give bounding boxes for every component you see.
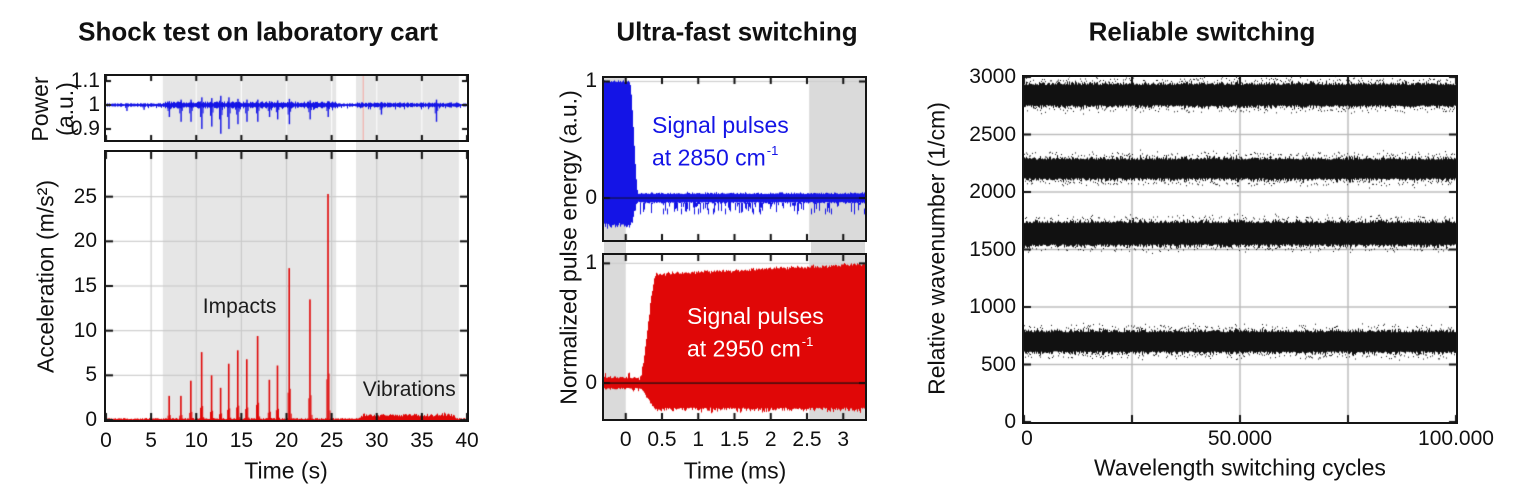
acceleration-y-tick-label: 10	[73, 318, 97, 342]
time-ms-x-tick-label: 2.5	[792, 428, 822, 451]
power-y-tick-label: 0.9	[70, 116, 100, 140]
wavenumber-plot-area	[1022, 75, 1458, 424]
wavenumber-y-tick-label: 1000	[969, 295, 1016, 318]
wavenumber-y-tick-label: 2500	[969, 122, 1016, 146]
wavenumber-y-tick-label: 500	[980, 352, 1016, 376]
acceleration-y-tick-label: 15	[73, 274, 97, 297]
acceleration-plot-area	[104, 150, 469, 422]
time-ms-x-tick-label: 2	[764, 428, 777, 451]
time-ms-x-tick-label: 0	[619, 428, 632, 451]
power-y-tick-label: 1	[88, 93, 100, 116]
superscript: -1	[801, 334, 814, 349]
shade-gap-mid-right	[811, 240, 865, 255]
annotation-impacts: Impacts	[202, 295, 277, 319]
annotation-line: at 2850 cm-1	[652, 143, 779, 171]
wavenumber-y-tick-label: 3000	[969, 65, 1016, 88]
signal-2850-plot-canvas	[604, 78, 865, 240]
annotation-signal-2950: Signal pulses at 2950 cm-1	[687, 303, 824, 363]
time-s-x-tick-label: 40	[455, 429, 479, 452]
wavenumber-plot-canvas	[1024, 77, 1456, 422]
annotation-vibrations: Vibrations	[362, 377, 456, 401]
signal-2950-y-tick-label: 0	[585, 371, 597, 395]
wavenumber-y-tick-label: 1500	[969, 237, 1016, 261]
power-plot-area	[104, 74, 469, 142]
time-s-x-tick-label: 20	[274, 429, 299, 452]
signal-2850-y-tick-label: 1	[585, 69, 597, 93]
time-ms-x-tick-label: 1	[692, 428, 705, 451]
time-ms-x-tick-label: 0.5	[647, 428, 677, 451]
time-ms-x-axis-label: Time (ms)	[683, 457, 787, 484]
panel-title-ultrafast-switching: Ultra-fast switching	[616, 16, 858, 47]
acceleration-y-tick-label: 20	[73, 229, 97, 253]
wavenumber-y-axis-label: Relative wavenumber (1/cm)	[923, 102, 950, 395]
acceleration-y-axis-label: Acceleration (m/s²)	[32, 180, 59, 373]
wavenumber-y-tick-label: 2000	[969, 180, 1016, 203]
power-plot-canvas	[106, 76, 467, 140]
time-s-x-tick-label: 5	[145, 429, 157, 452]
signal-2850-y-tick-label: 0	[585, 186, 597, 210]
acceleration-plot-canvas	[106, 152, 467, 420]
acceleration-y-tick-label: 0	[85, 408, 97, 431]
switching-cycles-x-axis-label: Wavelength switching cycles	[1094, 454, 1386, 481]
time-s-x-tick-label: 25	[319, 429, 344, 452]
annotation-line: at 2950 cm-1	[687, 334, 814, 362]
shade-gap-mid-left	[604, 240, 626, 255]
cycles-x-tick-label: 0	[1021, 427, 1033, 450]
time-ms-x-tick-label: 1.5	[719, 428, 750, 451]
power-y-tick-label: 1.1	[70, 69, 100, 93]
signal-2850-plot-area	[602, 76, 867, 242]
shade-gap-vibrations	[356, 140, 459, 152]
panel-title-reliable-switching: Reliable switching	[1088, 16, 1316, 47]
time-ms-x-tick-label: 3	[837, 428, 850, 451]
time-s-x-tick-label: 30	[365, 429, 389, 452]
time-s-x-tick-label: 10	[184, 429, 208, 452]
annotation-line: Signal pulses	[652, 112, 789, 138]
signal-2950-y-tick-label: 1	[585, 251, 597, 275]
acceleration-y-tick-label: 5	[85, 363, 97, 387]
wavenumber-y-tick-label: 0	[1004, 410, 1016, 433]
acceleration-y-tick-label: 25	[73, 184, 97, 208]
annotation-line: Signal pulses	[687, 303, 824, 329]
time-s-x-tick-label: 15	[229, 429, 254, 452]
time-s-x-axis-label: Time (s)	[244, 457, 328, 484]
signal-2950-plot-area	[602, 253, 867, 421]
superscript: -1	[766, 143, 779, 158]
annotation-signal-2850: Signal pulses at 2850 cm-1	[652, 112, 789, 172]
time-s-x-tick-label: 35	[410, 429, 434, 452]
time-s-x-tick-label: 0	[100, 429, 112, 452]
panel-title-shock-test: Shock test on laboratory cart	[78, 16, 438, 47]
pulse-energy-y-axis-label: Normalized pulse energy (a.u.)	[555, 90, 582, 405]
cycles-x-tick-label: 50.000	[1207, 427, 1273, 450]
signal-2950-plot-canvas	[604, 255, 865, 419]
shade-gap-impacts	[163, 140, 336, 152]
cycles-x-tick-label: 100.000	[1418, 427, 1494, 450]
